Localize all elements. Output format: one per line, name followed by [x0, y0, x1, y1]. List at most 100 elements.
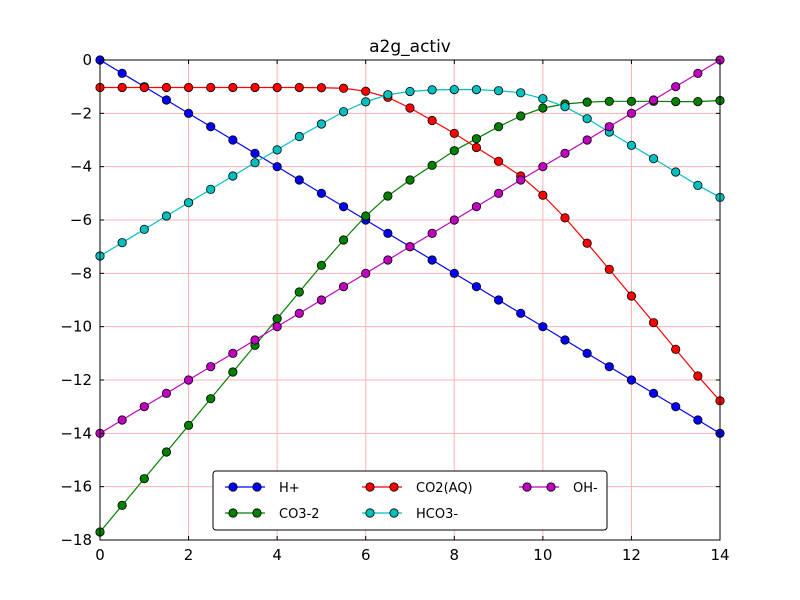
data-point: [538, 162, 548, 172]
data-point: [582, 135, 592, 145]
data-point: [405, 86, 415, 97]
data-point: [206, 82, 216, 93]
legend-label: H+: [279, 481, 300, 496]
series-3: [95, 85, 725, 261]
data-point: [183, 198, 194, 208]
data-point: [516, 308, 526, 318]
data-point: [117, 238, 127, 248]
data-point: [693, 415, 703, 425]
data-point: [693, 68, 703, 78]
data-point: [250, 158, 260, 168]
data-point: [361, 211, 371, 221]
series-1: [95, 95, 725, 537]
x-tick-label: 4: [272, 546, 282, 564]
x-tick-label: 14: [710, 546, 729, 564]
data-point: [183, 82, 194, 93]
data-point: [183, 108, 194, 118]
data-point: [316, 260, 327, 270]
data-point: [604, 264, 614, 274]
data-point: [383, 228, 393, 238]
data-point: [316, 188, 327, 198]
data-point: [338, 107, 349, 117]
series-layer: [95, 55, 725, 537]
data-point: [538, 103, 548, 113]
data-point: [427, 228, 437, 238]
data-point: [471, 202, 482, 212]
data-point: [338, 282, 349, 292]
data-point: [383, 191, 393, 201]
data-point: [604, 96, 614, 106]
data-point: [405, 242, 415, 252]
y-tick-label: −14: [60, 424, 92, 442]
legend-marker: [546, 482, 556, 492]
data-point: [648, 95, 659, 105]
data-point: [294, 131, 304, 142]
legend-marker: [522, 482, 532, 492]
legend: H+ CO3-2 CO2(AQ) HCO3- OH-: [212, 470, 608, 531]
data-point: [471, 134, 482, 144]
data-point: [626, 375, 637, 385]
data-point: [671, 97, 681, 107]
data-point: [516, 88, 526, 98]
data-point: [272, 162, 282, 172]
data-point: [582, 348, 592, 358]
data-point: [228, 171, 238, 181]
data-point: [338, 235, 349, 245]
data-point: [560, 102, 570, 112]
data-point: [493, 86, 504, 96]
legend-marker: [389, 482, 399, 492]
data-point: [161, 82, 172, 93]
data-point: [560, 335, 570, 345]
data-point: [117, 68, 127, 78]
legend-marker: [252, 508, 262, 518]
data-point: [427, 160, 437, 170]
plot-frame: [99, 59, 721, 541]
x-tick-label: 6: [361, 546, 371, 564]
data-point: [427, 85, 437, 95]
data-point: [139, 474, 149, 484]
data-point: [671, 402, 681, 412]
data-point: [516, 111, 526, 121]
data-point: [693, 97, 703, 107]
data-point: [361, 97, 371, 107]
chart-title: a2g_activ: [369, 37, 451, 57]
data-point: [272, 322, 282, 332]
data-point: [582, 114, 592, 124]
data-point: [206, 362, 216, 372]
data-point: [117, 415, 127, 425]
data-point: [471, 142, 482, 153]
data-point: [538, 322, 548, 332]
data-point: [183, 420, 194, 430]
data-point: [671, 167, 681, 177]
data-point: [383, 90, 393, 100]
y-tick-label: −16: [60, 478, 92, 496]
data-point: [471, 282, 482, 292]
data-point: [228, 135, 238, 145]
data-point: [139, 402, 149, 412]
data-point: [427, 255, 437, 265]
data-point: [161, 447, 172, 457]
legend-marker: [252, 482, 262, 492]
data-point: [139, 82, 149, 93]
y-tick-label: −12: [60, 371, 92, 389]
data-point: [471, 85, 482, 95]
data-point: [316, 295, 327, 305]
data-point: [449, 215, 459, 225]
x-tick-label: 0: [95, 546, 105, 564]
data-point: [560, 213, 570, 223]
legend-marker: [228, 508, 238, 518]
data-point: [582, 97, 592, 107]
data-point: [493, 156, 504, 166]
data-point: [516, 175, 526, 185]
data-point: [493, 122, 504, 132]
y-tick-label: −10: [60, 318, 92, 336]
data-point: [250, 335, 260, 345]
legend-marker: [365, 482, 375, 492]
series-2: [95, 82, 725, 406]
data-point: [560, 148, 570, 158]
legend-item: OH-: [519, 481, 598, 496]
data-point: [294, 308, 304, 318]
data-point: [250, 82, 260, 93]
data-point: [449, 85, 459, 95]
data-point: [117, 500, 127, 510]
